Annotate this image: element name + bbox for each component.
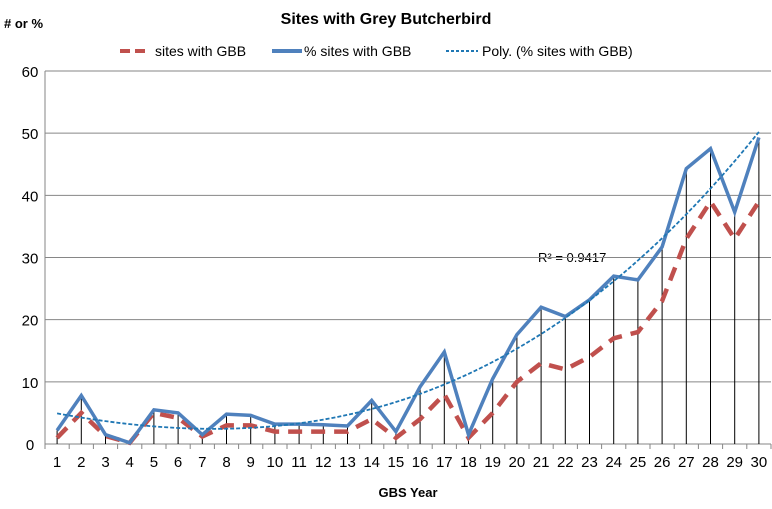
x-tick-label: 14	[363, 454, 380, 471]
y-tick-label: 30	[22, 251, 39, 268]
x-tick-label: 4	[126, 454, 134, 471]
x-tick-label: 18	[460, 454, 477, 471]
x-tick-label: 29	[726, 454, 743, 471]
y-tick-label: 10	[22, 375, 39, 392]
series-line-percent-sites-with-gbb	[55, 136, 761, 445]
x-tick-label: 28	[702, 454, 719, 471]
legend-label-trend: Poly. (% sites with GBB)	[482, 43, 633, 59]
x-tick-label: 15	[388, 454, 405, 471]
x-tick-label: 7	[198, 454, 206, 471]
trendline-poly	[56, 131, 760, 430]
x-tick-label: 24	[605, 454, 622, 471]
x-tick-label: 12	[315, 454, 332, 471]
x-tick-label: 22	[557, 454, 574, 471]
y-tick-label: 60	[22, 64, 39, 81]
y-tick-label: 50	[22, 126, 39, 143]
x-tick-label: 3	[101, 454, 109, 471]
x-tick-label: 21	[533, 454, 550, 471]
y-tick-label: 40	[22, 188, 39, 205]
x-tick-label: 20	[509, 454, 526, 471]
x-tick-label: 30	[751, 454, 768, 471]
x-tick-label: 8	[222, 454, 230, 471]
y-tick-label: 20	[22, 313, 39, 330]
x-tick-label: 9	[247, 454, 255, 471]
x-tick-label: 5	[150, 454, 158, 471]
x-tick-label: 11	[291, 454, 307, 471]
x-tick-label: 25	[630, 454, 647, 471]
legend: sites with GBB % sites with GBB Poly. (%…	[120, 43, 633, 59]
x-tick-label: 19	[484, 454, 501, 471]
legend-label-percent: % sites with GBB	[304, 43, 411, 59]
x-tick-label: 1	[53, 454, 61, 471]
legend-label-sites: sites with GBB	[155, 43, 246, 59]
x-tick-label: 2	[77, 454, 85, 471]
y-tick-label: 0	[26, 437, 34, 454]
x-tick-label: 13	[339, 454, 356, 471]
y-axis-label: # or %	[4, 16, 43, 31]
x-tick-label: 10	[267, 454, 284, 471]
x-tick-label: 16	[412, 454, 429, 471]
x-tick-label: 6	[174, 454, 182, 471]
x-tick-label: 23	[581, 454, 598, 471]
chart-title: Sites with Grey Butcherbird	[281, 11, 492, 28]
x-tick-label: 17	[436, 454, 453, 471]
x-tick-label: 26	[654, 454, 671, 471]
x-tick-label: 27	[678, 454, 695, 471]
x-axis-label: GBS Year	[378, 485, 437, 500]
